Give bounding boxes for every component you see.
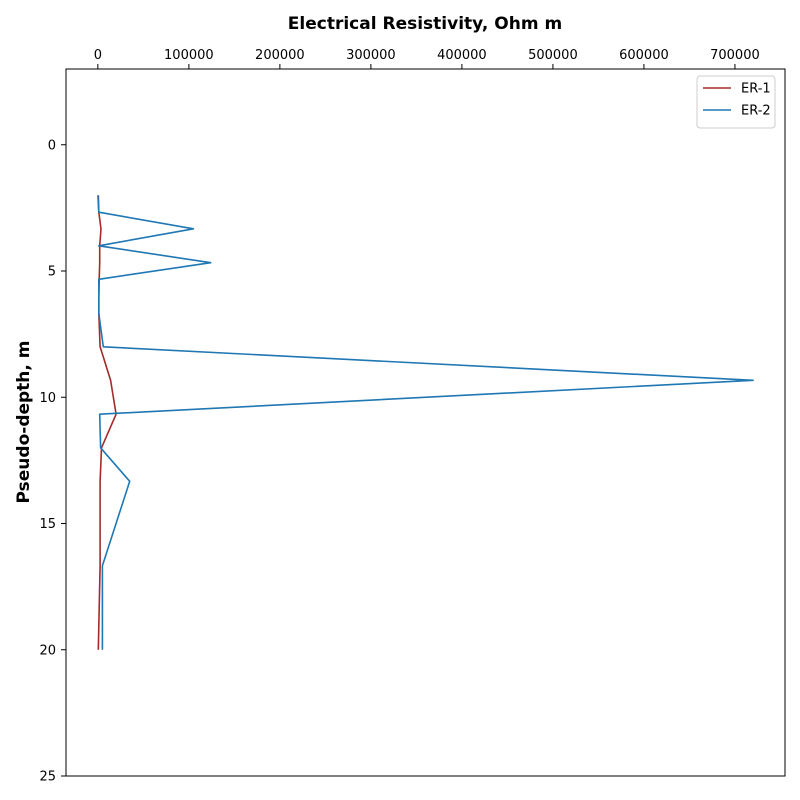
legend-box	[696, 75, 776, 129]
y-axis-title: Pseudo-depth, m	[14, 340, 34, 503]
x-tick-label: 200000	[255, 48, 305, 63]
plot-area	[97, 195, 754, 650]
x-axis-ticks: 0 100000 200000 300000 400000 500000 600000 700…	[94, 48, 760, 69]
y-tick-label: 25	[39, 770, 56, 785]
y-tick-label: 10	[39, 391, 56, 406]
y-axis-ticks: 0 5 10 15 20 25	[39, 138, 66, 785]
legend-label: ER-1	[741, 82, 771, 97]
x-tick-label: 600000	[619, 48, 669, 63]
x-axis-title: Electrical Resistivity, Ohm m	[288, 14, 562, 34]
y-tick-label: 5	[48, 265, 56, 280]
y-tick-label: 20	[39, 643, 56, 658]
legend: ER-1 ER-2	[696, 75, 776, 129]
x-tick-label: 100000	[164, 48, 214, 63]
plot-frame	[65, 68, 786, 777]
legend-label: ER-2	[741, 104, 771, 119]
x-tick-label: 400000	[437, 48, 487, 63]
x-tick-label: 700000	[710, 48, 760, 63]
series-line-er-1	[97, 195, 117, 650]
x-tick-label: 0	[94, 48, 102, 63]
series-line-er-2	[97, 195, 754, 650]
x-tick-label: 300000	[346, 48, 396, 63]
x-tick-label: 500000	[528, 48, 578, 63]
y-tick-label: 0	[48, 138, 56, 153]
y-tick-label: 15	[39, 517, 56, 532]
